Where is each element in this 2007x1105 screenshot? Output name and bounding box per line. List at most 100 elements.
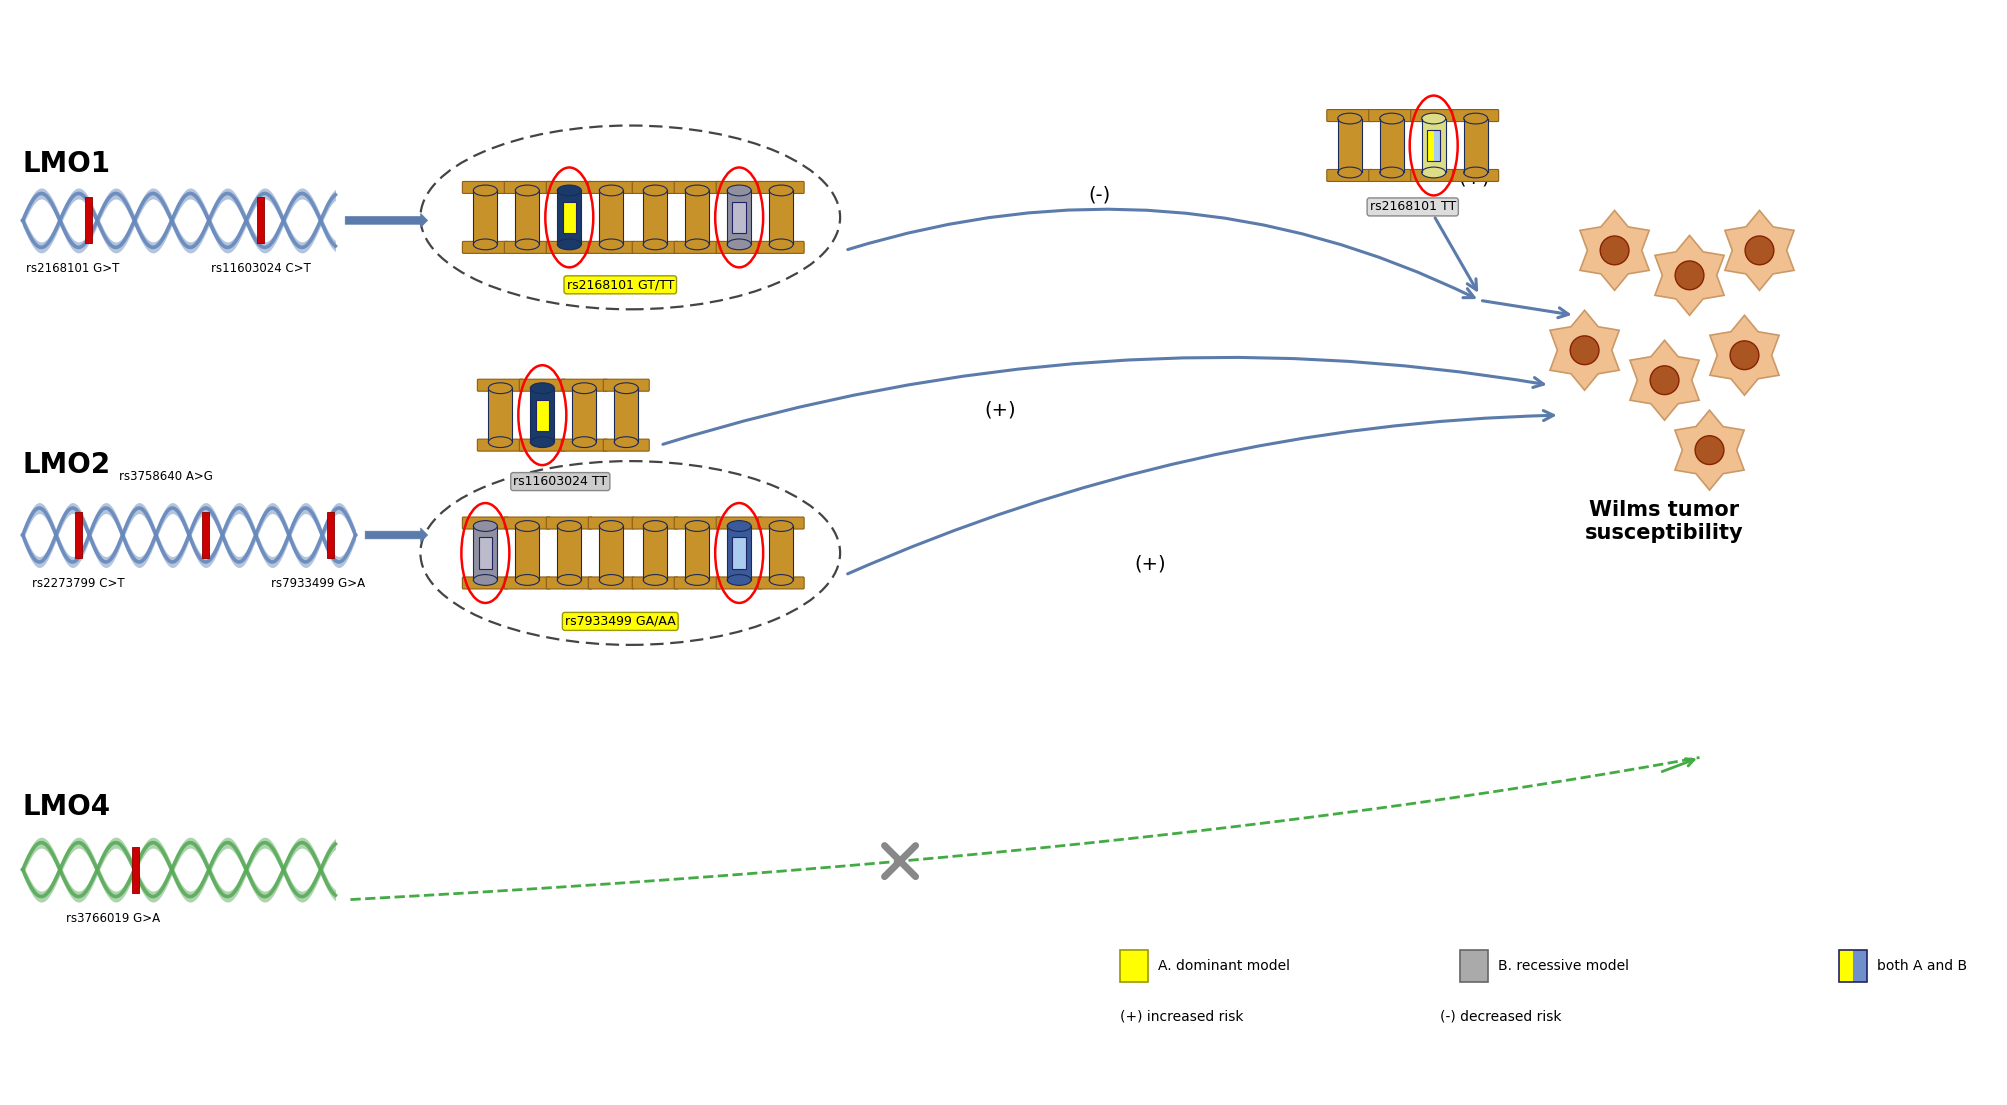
Text: rs3766019 G>A: rs3766019 G>A: [66, 912, 161, 925]
Text: (+): (+): [1459, 168, 1489, 188]
FancyBboxPatch shape: [478, 439, 524, 451]
Text: rs7933499 GA/AA: rs7933499 GA/AA: [564, 614, 674, 628]
Ellipse shape: [516, 520, 540, 532]
Bar: [562, 202, 576, 233]
FancyBboxPatch shape: [674, 181, 721, 193]
FancyBboxPatch shape: [1369, 169, 1415, 181]
Text: LMO1: LMO1: [22, 150, 110, 179]
Text: A. dominant model: A. dominant model: [1158, 959, 1288, 974]
Ellipse shape: [474, 575, 498, 586]
FancyBboxPatch shape: [759, 241, 803, 253]
Text: B. recessive model: B. recessive model: [1497, 959, 1628, 974]
FancyBboxPatch shape: [632, 181, 678, 193]
FancyBboxPatch shape: [504, 577, 550, 589]
Ellipse shape: [727, 575, 751, 586]
Bar: [1421, 118, 1445, 172]
Text: both A and B: both A and B: [1877, 959, 1967, 974]
Ellipse shape: [614, 382, 638, 393]
Ellipse shape: [1463, 167, 1487, 178]
FancyBboxPatch shape: [546, 181, 592, 193]
FancyBboxPatch shape: [462, 181, 508, 193]
Ellipse shape: [769, 185, 793, 196]
Ellipse shape: [598, 239, 622, 250]
FancyBboxPatch shape: [546, 577, 592, 589]
FancyBboxPatch shape: [602, 439, 648, 451]
Polygon shape: [1549, 311, 1618, 390]
Ellipse shape: [642, 520, 666, 532]
FancyBboxPatch shape: [716, 577, 763, 589]
Ellipse shape: [488, 436, 512, 448]
Polygon shape: [1724, 210, 1792, 291]
Ellipse shape: [474, 185, 498, 196]
Ellipse shape: [1600, 236, 1628, 265]
Bar: [642, 190, 666, 244]
Text: Wilms tumor
susceptibility: Wilms tumor susceptibility: [1584, 501, 1742, 544]
Ellipse shape: [516, 185, 540, 196]
Text: rs2168101 GT/TT: rs2168101 GT/TT: [566, 278, 674, 292]
Ellipse shape: [1337, 167, 1361, 178]
Bar: [474, 526, 498, 580]
FancyBboxPatch shape: [674, 577, 721, 589]
FancyBboxPatch shape: [588, 241, 634, 253]
Text: rs7933499 G>A: rs7933499 G>A: [271, 577, 365, 590]
Ellipse shape: [769, 239, 793, 250]
Ellipse shape: [1730, 340, 1758, 370]
Ellipse shape: [474, 520, 498, 532]
Ellipse shape: [558, 575, 580, 586]
Bar: [614, 388, 638, 442]
Text: (+): (+): [1134, 555, 1166, 573]
Ellipse shape: [642, 239, 666, 250]
Bar: [1427, 130, 1439, 161]
FancyBboxPatch shape: [546, 517, 592, 529]
Text: (-): (-): [1088, 186, 1110, 204]
Bar: [558, 190, 580, 244]
Bar: [642, 526, 666, 580]
Ellipse shape: [1694, 435, 1724, 464]
Ellipse shape: [516, 575, 540, 586]
Bar: [1463, 118, 1487, 172]
Bar: [1379, 118, 1403, 172]
Text: (+): (+): [983, 400, 1016, 419]
Bar: [769, 526, 793, 580]
Bar: [572, 388, 596, 442]
FancyBboxPatch shape: [504, 517, 550, 529]
FancyBboxPatch shape: [1451, 169, 1497, 181]
Bar: [488, 388, 512, 442]
Bar: [1459, 950, 1487, 982]
Ellipse shape: [642, 185, 666, 196]
FancyBboxPatch shape: [602, 379, 648, 391]
Bar: [474, 190, 498, 244]
FancyBboxPatch shape: [674, 241, 721, 253]
Ellipse shape: [516, 239, 540, 250]
Bar: [733, 537, 745, 569]
Ellipse shape: [769, 575, 793, 586]
Bar: [84, 198, 92, 243]
Bar: [558, 526, 580, 580]
Bar: [1120, 950, 1148, 982]
FancyBboxPatch shape: [462, 577, 508, 589]
Bar: [74, 512, 82, 558]
Ellipse shape: [727, 520, 751, 532]
Text: rs3758640 A>G: rs3758640 A>G: [118, 470, 213, 483]
FancyBboxPatch shape: [520, 379, 566, 391]
Ellipse shape: [488, 382, 512, 393]
Ellipse shape: [1463, 113, 1487, 124]
Text: rs11603024 C>T: rs11603024 C>T: [211, 262, 311, 275]
Bar: [516, 190, 540, 244]
Ellipse shape: [572, 436, 596, 448]
Bar: [132, 846, 138, 893]
FancyBboxPatch shape: [716, 517, 763, 529]
Bar: [1427, 130, 1433, 161]
FancyBboxPatch shape: [504, 181, 550, 193]
Bar: [684, 526, 708, 580]
Bar: [516, 526, 540, 580]
Bar: [530, 388, 554, 442]
FancyBboxPatch shape: [546, 241, 592, 253]
Ellipse shape: [1421, 113, 1445, 124]
Polygon shape: [1674, 410, 1744, 491]
FancyBboxPatch shape: [562, 379, 606, 391]
Polygon shape: [1654, 235, 1724, 315]
FancyBboxPatch shape: [1411, 109, 1455, 122]
Bar: [598, 526, 622, 580]
FancyBboxPatch shape: [632, 241, 678, 253]
